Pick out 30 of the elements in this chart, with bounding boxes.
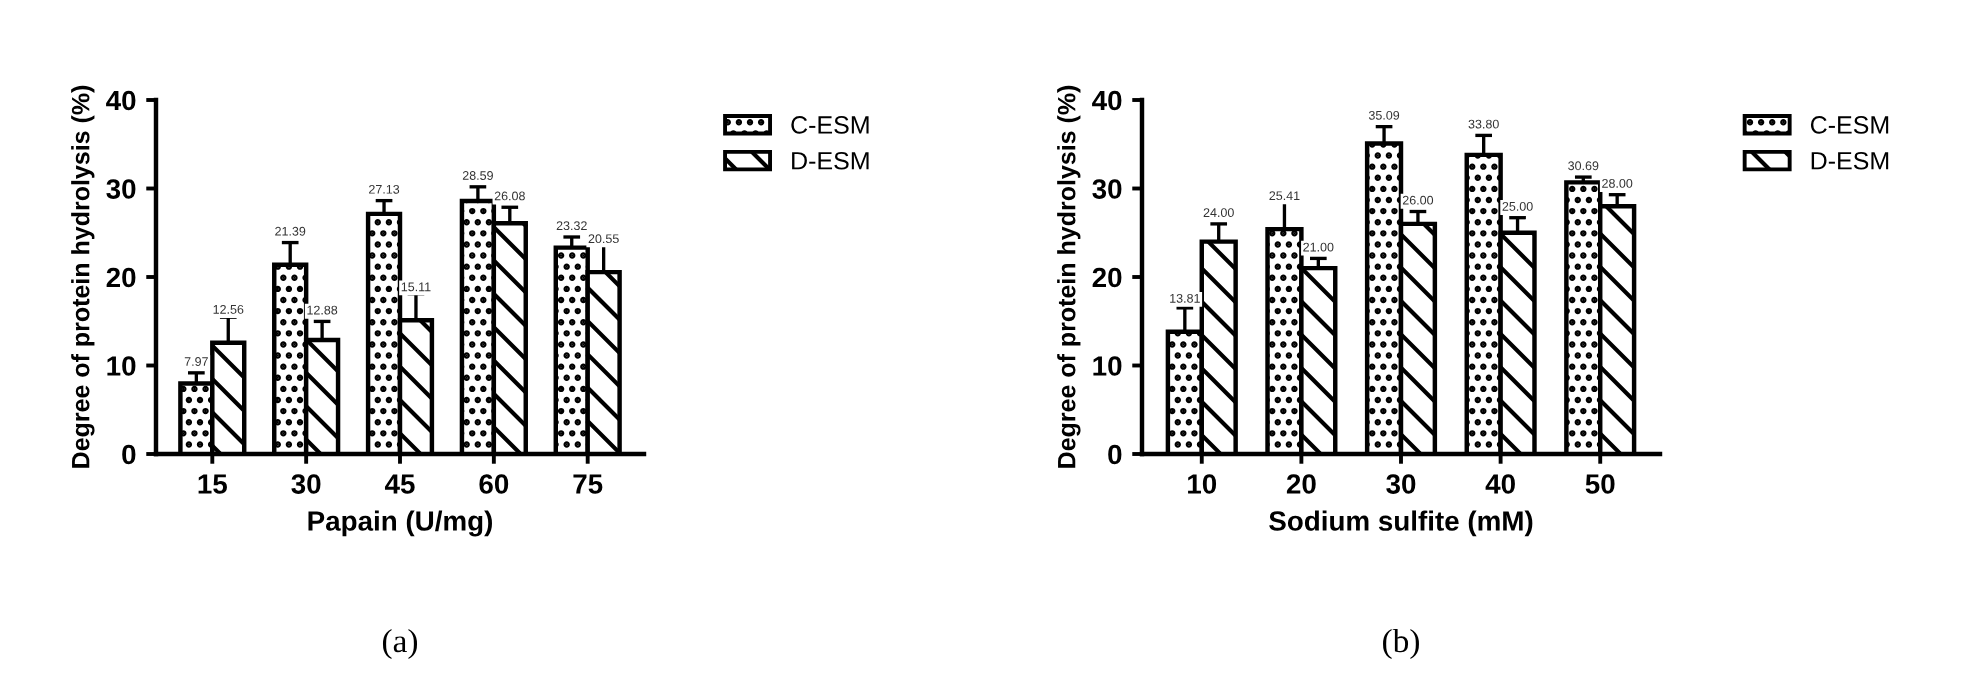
y-tick-label: 30 bbox=[1092, 179, 1122, 199]
x-tick-label: 30 bbox=[1386, 474, 1416, 494]
x-tick-label: 40 bbox=[1485, 474, 1515, 494]
text: (b) bbox=[1383, 628, 1419, 660]
legend-label: C-ESM bbox=[791, 116, 869, 134]
y-tick-label: 10 bbox=[107, 356, 136, 376]
x-tick-label: 60 bbox=[479, 474, 509, 494]
x-tick-label: 15 bbox=[198, 474, 227, 494]
legend-label: D-ESM bbox=[1811, 151, 1889, 170]
y-tick-label: 30 bbox=[106, 179, 136, 199]
y-axis-title: Degree of protein hydrolysis (%) bbox=[71, 85, 95, 468]
y-tick-label: 40 bbox=[106, 90, 136, 111]
legend-label: C-ESM bbox=[1810, 116, 1889, 134]
legend-label: D-ESM bbox=[792, 151, 869, 170]
x-axis-title: Sodium sulfite (mM) bbox=[1269, 510, 1533, 537]
x-tick-label: 75 bbox=[573, 474, 603, 494]
x-tick-label: 20 bbox=[1286, 474, 1316, 494]
y-tick-label: 20 bbox=[1092, 267, 1122, 288]
x-tick-label: 45 bbox=[384, 474, 415, 494]
y-tick-label: 0 bbox=[1108, 444, 1122, 465]
y-axis-title: Degree of protein hydrolysis (%) bbox=[1057, 85, 1081, 468]
y-tick-label: 0 bbox=[122, 444, 136, 465]
x-tick-label: 50 bbox=[1585, 474, 1615, 494]
y-tick-label: 40 bbox=[1092, 90, 1122, 111]
y-tick-label: 20 bbox=[106, 267, 136, 288]
x-axis-title: Papain (U/mg) bbox=[308, 510, 492, 537]
y-tick-label: 10 bbox=[1093, 356, 1122, 376]
text: (a) bbox=[382, 628, 418, 660]
x-tick-label: 30 bbox=[291, 474, 321, 494]
x-tick-label: 10 bbox=[1188, 474, 1217, 494]
